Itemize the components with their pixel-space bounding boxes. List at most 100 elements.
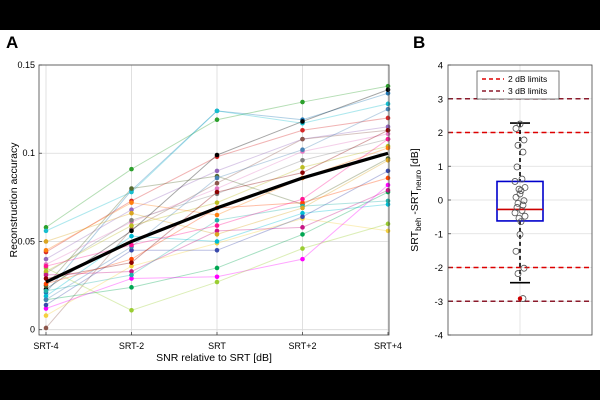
data-point — [516, 190, 524, 198]
legend-label-3db: 3 dB limits — [508, 86, 547, 96]
series-point — [214, 186, 220, 191]
series-point — [214, 152, 220, 158]
series-point — [214, 180, 220, 186]
data-point — [512, 125, 520, 132]
series-point — [385, 136, 391, 142]
x-tick-label: SRT+4 — [374, 341, 402, 351]
y-tick-label: 3 — [438, 94, 443, 105]
y-tick-label: 4 — [438, 61, 443, 72]
data-point — [514, 270, 522, 277]
series-point — [129, 189, 134, 195]
series-point — [385, 145, 391, 151]
panel-b-points — [511, 120, 529, 302]
ylabel-sub-neuro: neuro — [414, 169, 423, 190]
y-tick-label: -1 — [435, 229, 443, 240]
series-point — [43, 297, 49, 303]
series-point — [385, 187, 391, 193]
panel-b-chart: -4 -3 -2 -1 0 1 2 3 4 2 dB limits 3 dB limits SR… — [409, 61, 593, 342]
series-point — [385, 87, 391, 93]
panel-a-mean-line — [45, 151, 389, 284]
x-tick-label: SRT+2 — [288, 341, 316, 351]
series-point — [385, 101, 391, 107]
data-point — [512, 247, 520, 255]
y-tick-label: 0.15 — [17, 60, 35, 70]
series-point — [385, 175, 391, 181]
series-point — [385, 168, 391, 174]
panel-b-y-ticks: -4 -3 -2 -1 0 1 2 3 4 — [435, 61, 451, 342]
y-tick-label: -2 — [435, 263, 443, 274]
series-point — [300, 99, 305, 105]
series-point — [300, 205, 305, 211]
series-point — [129, 200, 134, 205]
data-point — [515, 185, 523, 193]
x-tick-label: SRT-4 — [33, 341, 58, 351]
data-point — [515, 214, 523, 222]
x-tick-label: SRT-2 — [119, 341, 144, 351]
series-point — [129, 210, 134, 216]
panel-a-y-axis-label: Reconstruction accuracy — [8, 142, 20, 258]
series-point — [43, 306, 49, 311]
data-point — [518, 207, 526, 214]
series-point — [300, 127, 305, 133]
series-point — [214, 232, 220, 237]
series-point — [214, 265, 220, 271]
data-point — [514, 199, 522, 207]
ylabel-unit: [dB] — [409, 148, 421, 170]
series-point — [214, 223, 220, 228]
panel-a-chart: 0 0.05 0.1 0.15 SRT-4 SRT-2 SRT SRT+2 SRT+4 SNR… — [8, 60, 402, 364]
data-point — [519, 201, 527, 209]
series-point — [43, 313, 49, 318]
series-point — [385, 106, 391, 112]
series-point — [129, 256, 134, 262]
panel-a-x-ticks: SRT-4 SRT-2 SRT SRT+2 SRT+4 — [33, 332, 402, 351]
series-point — [43, 325, 49, 331]
mean-line — [45, 151, 389, 284]
data-point — [518, 175, 526, 183]
panel-b-legend: 2 dB limits 3 dB limits — [476, 70, 560, 100]
series-point — [129, 285, 134, 290]
series-point — [129, 276, 134, 281]
series-point — [43, 288, 49, 294]
data-point — [517, 218, 525, 226]
series-point — [129, 233, 134, 239]
x-tick-label: SRT — [208, 341, 226, 351]
series-point — [43, 225, 49, 230]
series-point — [300, 246, 305, 251]
data-point — [511, 209, 519, 217]
series-point — [214, 189, 220, 195]
panel-label-a: A — [6, 33, 18, 52]
series-point — [300, 196, 305, 202]
panel-a-series — [43, 83, 391, 331]
series-point — [385, 115, 391, 121]
series-point — [214, 279, 220, 285]
series-point — [300, 136, 305, 142]
y-tick-label: 0.05 — [17, 236, 35, 246]
panel-label-b: B — [413, 33, 425, 52]
series-point — [214, 239, 220, 244]
series-point — [300, 214, 305, 220]
data-point — [513, 163, 521, 171]
series-point — [129, 223, 134, 228]
series-point — [43, 302, 49, 308]
series-point — [214, 217, 220, 223]
series-point — [129, 263, 134, 269]
series-point — [300, 256, 305, 262]
outlier-point — [517, 296, 523, 301]
panel-b-y-axis-label: SRTbeh -SRTneuro [dB] — [409, 148, 423, 252]
series-point — [43, 272, 49, 278]
data-point — [512, 193, 520, 201]
legend-label-2db: 2 dB limits — [508, 74, 547, 84]
panel-a-plot-area — [39, 65, 389, 335]
data-point — [520, 136, 528, 144]
series-point — [214, 108, 220, 114]
data-point — [521, 212, 529, 220]
data-point — [511, 178, 519, 185]
data-point — [514, 141, 522, 149]
series-point — [43, 239, 49, 244]
series-point — [385, 221, 391, 227]
series-point — [129, 260, 134, 265]
series-point — [214, 247, 220, 253]
series-point — [43, 228, 49, 234]
figure: A B 0 0.05 0.1 0.15 SRT-4 SRT-2 SRT SRT+2 SRT+4… — [0, 30, 600, 370]
series-point — [129, 166, 134, 172]
